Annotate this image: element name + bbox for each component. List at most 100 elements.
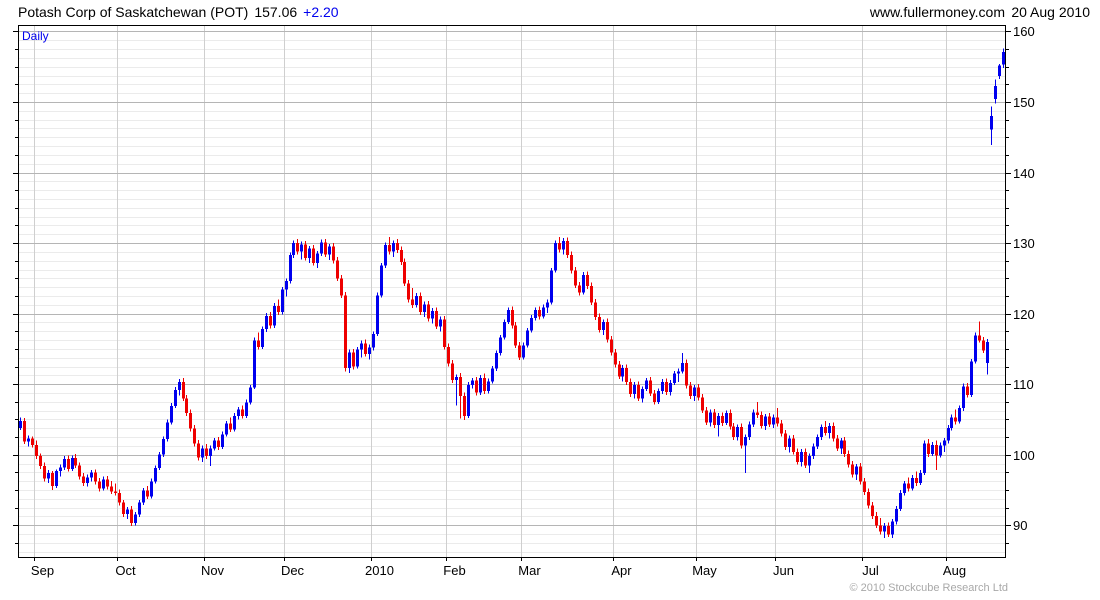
candle-up <box>289 252 292 284</box>
candle-body <box>110 486 113 492</box>
website-label: www.fullermoney.com <box>869 4 1005 20</box>
candle-body <box>245 402 248 416</box>
candle-down <box>954 409 957 425</box>
candle-up <box>166 419 169 442</box>
x-axis-label: Oct <box>115 563 136 578</box>
candle-up <box>372 331 375 351</box>
candle-down <box>863 477 866 495</box>
candle-down <box>982 336 985 354</box>
candle-body <box>966 386 969 395</box>
candle-up <box>142 487 145 505</box>
candle-body <box>824 427 827 433</box>
candle-up <box>677 368 680 383</box>
candle-up <box>178 379 181 396</box>
candle-body <box>518 345 521 358</box>
chart-date: 20 Aug 2010 <box>1011 4 1090 20</box>
instrument-name: Potash Corp of Saskatchewan (POT) <box>18 4 249 20</box>
candle-body <box>637 384 640 399</box>
candle-body <box>451 363 454 380</box>
candle-body <box>752 412 755 425</box>
candle-up <box>507 307 510 325</box>
candle-down <box>447 343 450 367</box>
candle-body <box>618 364 621 377</box>
candle-body <box>943 440 946 446</box>
last-price: 157.06 <box>254 4 298 20</box>
candle-up <box>273 303 276 328</box>
candle-up <box>348 349 351 373</box>
candle-up <box>162 436 165 457</box>
candle-up <box>27 435 30 447</box>
candle-body <box>130 509 133 524</box>
candle-body <box>974 335 977 362</box>
candle-up <box>994 79 997 104</box>
candle-body <box>804 451 807 466</box>
candle-down <box>514 322 517 349</box>
candle-up <box>261 326 264 349</box>
candle-up <box>526 327 529 348</box>
candle-up <box>919 470 922 486</box>
candle-down <box>511 306 514 329</box>
candle-body <box>384 245 387 266</box>
candle-down <box>578 281 581 296</box>
candle-body <box>289 255 292 282</box>
candle-body <box>376 295 379 335</box>
candle-body <box>74 458 77 466</box>
candle-body <box>625 367 628 383</box>
candle-body <box>150 481 153 497</box>
candle-down <box>867 488 870 509</box>
candle-up <box>59 464 62 477</box>
candle-body <box>863 481 866 493</box>
candle-body <box>396 243 399 251</box>
candle-body <box>816 437 819 447</box>
candle-body <box>594 302 597 318</box>
candle-body <box>610 339 613 353</box>
candle-up <box>233 413 236 432</box>
candle-up <box>221 431 224 450</box>
candle-down <box>796 448 799 465</box>
candle-up <box>542 304 545 319</box>
candle-up <box>19 417 22 431</box>
x-axis-label: Dec <box>281 563 305 578</box>
candle-down <box>304 240 307 261</box>
candle-body <box>459 377 462 397</box>
candle-down <box>871 501 874 519</box>
candle-down <box>451 360 454 383</box>
candle-up <box>300 241 303 260</box>
candle-down <box>978 321 981 343</box>
candle-up <box>657 388 660 404</box>
candle-body <box>249 387 252 403</box>
candle-body <box>621 367 624 377</box>
candle-body <box>344 295 347 368</box>
candle-down <box>411 288 414 308</box>
candle-body <box>776 417 779 424</box>
candle-up <box>467 382 470 419</box>
candle-body <box>978 335 981 341</box>
candle-body <box>423 304 426 313</box>
candle-body <box>372 334 375 348</box>
candle-up <box>281 286 284 315</box>
candle-up <box>812 443 815 459</box>
candle-up <box>499 334 502 356</box>
candle-down <box>463 392 466 421</box>
candle-body <box>958 408 961 422</box>
candle-body <box>174 389 177 407</box>
candle-down <box>729 409 732 430</box>
candle-up <box>717 413 720 437</box>
candle-body <box>780 423 783 434</box>
candle-body <box>241 409 244 416</box>
candle-down <box>189 409 192 432</box>
candle-body <box>158 454 161 469</box>
candle-down <box>31 436 34 448</box>
candle-down <box>419 292 422 316</box>
candle-body <box>439 319 442 327</box>
candle-down <box>459 372 462 419</box>
candle-body <box>665 382 668 392</box>
candle-body <box>903 483 906 493</box>
candle-down <box>110 480 113 495</box>
candle-body <box>570 255 573 271</box>
candle-up <box>621 365 624 382</box>
candle-body <box>407 283 410 300</box>
x-axis-label: 2010 <box>365 563 394 578</box>
candle-up <box>816 434 819 450</box>
